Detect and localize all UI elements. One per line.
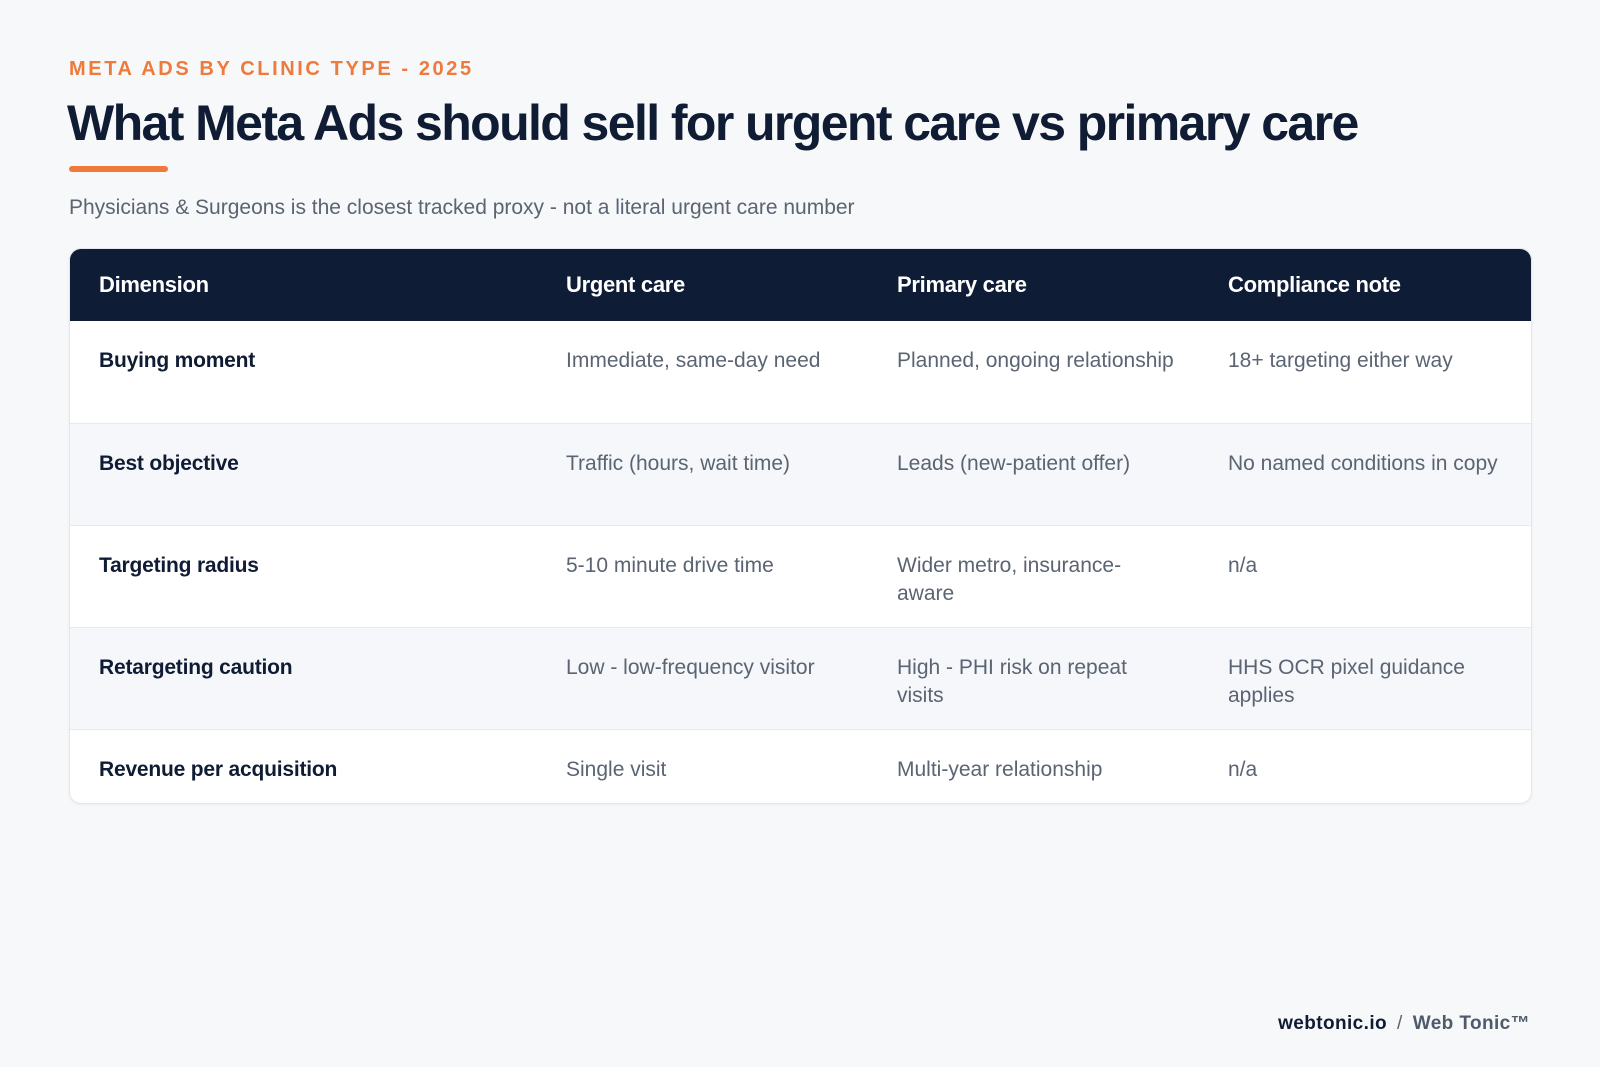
cell-compliance-note: n/a <box>1228 757 1258 781</box>
footer-domain-link[interactable]: webtonic.io <box>1278 1013 1388 1034</box>
footer-separator: / <box>1397 1013 1403 1034</box>
cell-compliance-note: HHS OCR pixel guidance applies <box>1228 655 1465 707</box>
table-row: Revenue per acquisition Single visit Mul… <box>70 729 1531 803</box>
table-body: Buying moment Immediate, same-day need P… <box>70 321 1531 803</box>
accent-divider <box>69 166 168 172</box>
cell-primary-care: Leads (new-patient offer) <box>897 451 1131 475</box>
cell-dimension: Retargeting caution <box>99 655 293 679</box>
cell-primary-care: Planned, ongoing relationship <box>897 349 1174 372</box>
column-header-compliance-note: Compliance note <box>1228 272 1401 297</box>
cell-compliance-note: n/a <box>1228 553 1258 577</box>
cell-compliance-note: 18+ targeting either way <box>1228 349 1453 372</box>
cell-urgent-care: 5-10 minute drive time <box>566 553 774 577</box>
footer-brand: Web Tonic™ <box>1412 1013 1530 1034</box>
cell-urgent-care: Single visit <box>566 757 667 781</box>
cell-compliance-note: No named conditions in copy <box>1228 451 1498 475</box>
table-row: Retargeting caution Low - low-frequency … <box>70 627 1531 729</box>
cell-urgent-care: Traffic (hours, wait time) <box>566 451 791 475</box>
page-subtitle: Physicians & Surgeons is the closest tra… <box>69 196 855 219</box>
eyebrow-label: META ADS BY CLINIC TYPE - 2025 <box>69 58 474 80</box>
cell-primary-care: Wider metro, insurance-aware <box>897 553 1122 605</box>
comparison-table: Dimension Urgent care Primary care Compl… <box>70 249 1531 803</box>
table-row: Buying moment Immediate, same-day need P… <box>70 321 1531 423</box>
cell-primary-care: Multi-year relationship <box>897 757 1103 781</box>
page-title: What Meta Ads should sell for urgent car… <box>67 95 1359 151</box>
cell-primary-care: High - PHI risk on repeat visits <box>897 655 1127 707</box>
column-header-dimension: Dimension <box>99 272 209 297</box>
cell-dimension: Best objective <box>99 451 239 475</box>
cell-urgent-care: Immediate, same-day need <box>566 349 821 372</box>
table-header-row: Dimension Urgent care Primary care Compl… <box>70 249 1531 321</box>
comparison-table-card: Dimension Urgent care Primary care Compl… <box>69 248 1532 804</box>
table-row: Targeting radius 5-10 minute drive time … <box>70 525 1531 627</box>
cell-dimension: Buying moment <box>99 349 256 372</box>
cell-dimension: Targeting radius <box>99 553 259 577</box>
footer-credit: webtonic.io / Web Tonic™ <box>1278 1013 1530 1035</box>
cell-dimension: Revenue per acquisition <box>99 757 338 781</box>
column-header-primary-care: Primary care <box>897 272 1027 297</box>
column-header-urgent-care: Urgent care <box>566 272 685 297</box>
cell-urgent-care: Low - low-frequency visitor <box>566 655 815 679</box>
table-row: Best objective Traffic (hours, wait time… <box>70 423 1531 525</box>
table-header: Dimension Urgent care Primary care Compl… <box>70 249 1531 321</box>
